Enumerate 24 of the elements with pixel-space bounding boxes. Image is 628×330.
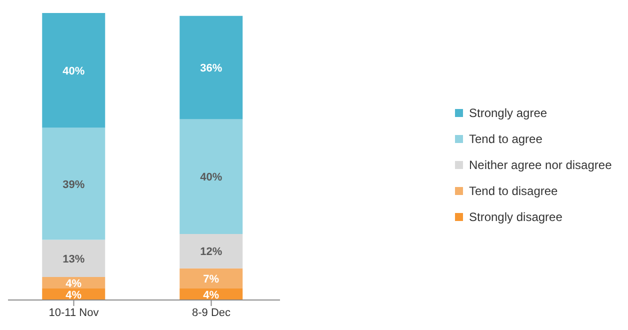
x-tick-label: 10-11 Nov — [48, 306, 100, 319]
data-label: 13% — [62, 253, 85, 266]
bar — [180, 119, 243, 234]
data-label: 4% — [66, 289, 82, 302]
bar — [180, 268, 243, 289]
data-label: 40% — [200, 172, 222, 184]
bar — [180, 234, 243, 268]
data-label: 40% — [62, 65, 85, 78]
data-label: 12% — [200, 246, 222, 258]
data-label: 7% — [203, 273, 220, 286]
bar — [42, 128, 106, 240]
data-label: 4% — [66, 278, 82, 290]
data-label: 4% — [203, 289, 220, 302]
legend-label: Strongly disagree — [469, 210, 562, 224]
legend-label: Tend to disagree — [469, 184, 558, 198]
legend-label: Strongly agree — [469, 106, 548, 120]
x-tick-label: 8-9 Dec — [192, 306, 231, 319]
bar — [180, 16, 243, 120]
bar — [42, 240, 106, 278]
bar — [42, 13, 106, 128]
legend-label: Tend to agree — [469, 132, 542, 146]
data-label: 39% — [62, 178, 85, 191]
legend-label: Neither agree nor disagree — [469, 158, 612, 172]
data-label: 36% — [200, 62, 222, 75]
